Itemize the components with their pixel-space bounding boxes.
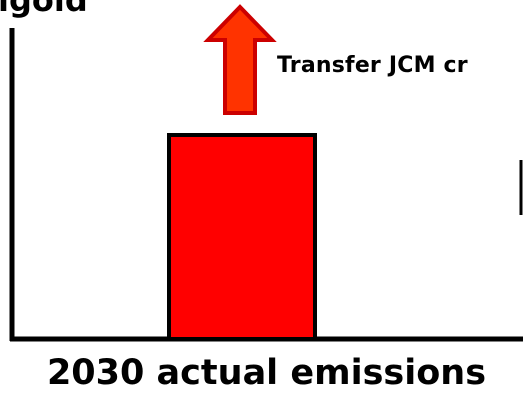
emissions-bar — [167, 133, 317, 341]
cut-off-title: igoid — [0, 0, 88, 19]
transfer-arrow-icon — [203, 4, 277, 115]
x-axis-label: 2030 actual emissions — [46, 353, 487, 393]
transfer-label: Transfer JCM cr — [277, 53, 468, 78]
